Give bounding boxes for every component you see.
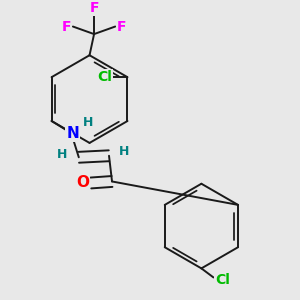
Text: O: O bbox=[76, 176, 89, 190]
Text: Cl: Cl bbox=[215, 274, 230, 287]
Text: F: F bbox=[116, 20, 126, 34]
Text: F: F bbox=[62, 20, 72, 34]
Text: H: H bbox=[119, 145, 129, 158]
Text: F: F bbox=[89, 2, 99, 15]
Text: Cl: Cl bbox=[98, 70, 112, 84]
Text: N: N bbox=[66, 126, 79, 141]
Text: H: H bbox=[83, 116, 93, 129]
Text: H: H bbox=[57, 148, 67, 161]
